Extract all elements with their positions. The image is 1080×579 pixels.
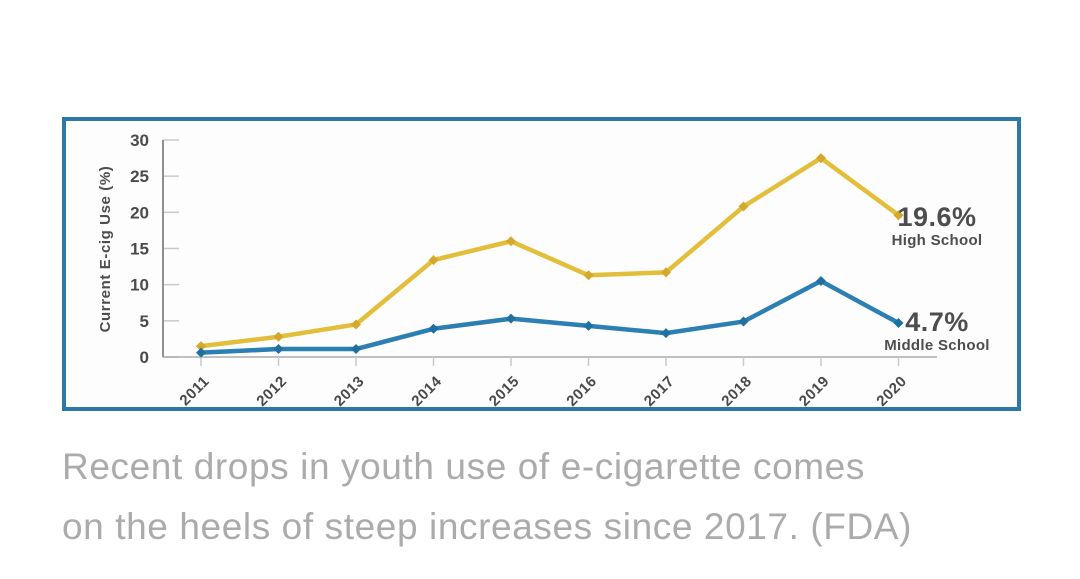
- caption-line-1: Recent drops in youth use of e-cigarette…: [62, 446, 865, 487]
- data-point-marker-high-school: [893, 210, 904, 221]
- y-tick-label: 20: [130, 203, 149, 222]
- data-point-marker-high-school: [816, 153, 826, 164]
- y-tick-label: 0: [140, 348, 149, 367]
- data-point-marker-middle-school: [351, 344, 361, 355]
- data-point-marker-middle-school: [583, 320, 594, 331]
- data-point-marker-high-school: [351, 319, 361, 330]
- x-tick-label: 2017: [641, 373, 678, 407]
- x-tick-label: 2016: [563, 373, 600, 407]
- y-tick-label: 15: [130, 240, 149, 259]
- y-tick-label: 25: [130, 167, 149, 186]
- high-school-value: 19.6%: [897, 202, 977, 232]
- high-school-name: High School: [891, 232, 983, 249]
- series-line-high-school: [198, 155, 901, 349]
- x-tick-label: 2018: [718, 373, 755, 407]
- middle-school-name: Middle School: [884, 337, 990, 354]
- y-tick-label: 30: [130, 131, 149, 150]
- data-point-marker-middle-school: [506, 313, 516, 324]
- data-point-marker-middle-school: [816, 276, 826, 287]
- x-tick-label: 2012: [253, 373, 290, 407]
- data-point-marker-high-school: [583, 270, 594, 281]
- middle-school-value: 4.7%: [905, 307, 969, 337]
- caption-line-2: on the heels of steep increases since 20…: [62, 506, 913, 547]
- x-tick-label: 2019: [796, 373, 833, 407]
- y-axis-title: Current E-cig Use (%): [97, 166, 114, 333]
- high-school-end-label: 19.6% High School: [861, 202, 1013, 250]
- data-point-marker-middle-school: [428, 323, 439, 334]
- data-point-marker-high-school: [661, 267, 671, 278]
- data-point-marker-high-school: [196, 341, 206, 352]
- data-point-marker-high-school: [428, 255, 439, 266]
- data-point-marker-middle-school: [738, 316, 749, 327]
- line-chart: Current E-cig Use (%) 0 5 10 15 20 25 30 2011 20…: [97, 131, 937, 410]
- middle-school-end-label: 4.7% Middle School: [861, 307, 1013, 355]
- x-tick-label: 2011: [176, 373, 212, 407]
- data-point-marker-high-school: [506, 236, 516, 247]
- data-point-marker-middle-school: [273, 344, 284, 355]
- x-tick-label: 2013: [331, 373, 368, 407]
- series-line-middle-school: [198, 278, 901, 355]
- x-tick-label: 2015: [486, 373, 523, 407]
- x-tick-label: 2020: [873, 373, 910, 407]
- data-point-marker-high-school: [738, 201, 749, 212]
- x-tick-label: 2014: [408, 373, 445, 407]
- data-point-marker-middle-school: [661, 328, 671, 339]
- data-point-marker-high-school: [273, 331, 284, 342]
- y-tick-label: 10: [130, 276, 149, 295]
- ecig-chart-frame: Current E-cig Use (%) 0 5 10 15 20 25 30 2011 20…: [62, 117, 1021, 411]
- data-point-marker-middle-school: [893, 318, 904, 329]
- data-point-marker-middle-school: [196, 347, 206, 358]
- y-tick-label: 5: [140, 312, 149, 331]
- caption: Recent drops in youth use of e-cigarette…: [62, 437, 912, 557]
